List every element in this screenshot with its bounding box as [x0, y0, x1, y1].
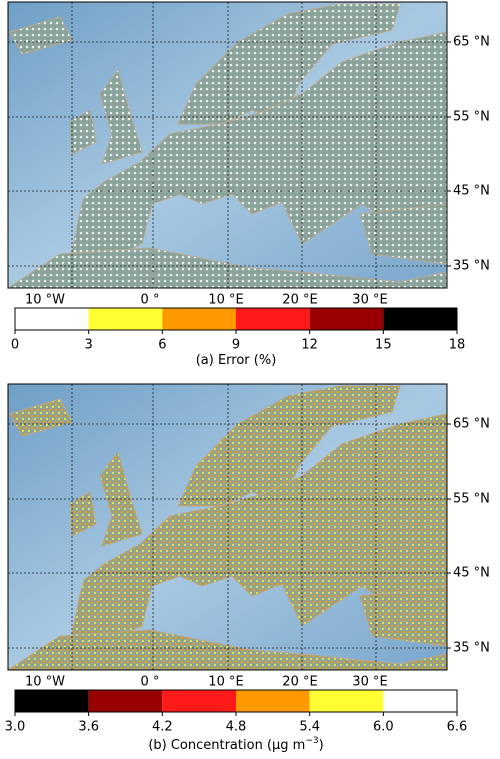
colorbar-segment: [236, 308, 310, 330]
station-dots: [178, 4, 400, 124]
lon-label: 20 °E: [282, 293, 317, 308]
lat-label: 45 °N: [453, 184, 490, 199]
station-dots: [72, 414, 447, 644]
station-dots: [10, 17, 72, 54]
lat-label: 55 °N: [453, 110, 490, 125]
colorbar-segment: [15, 690, 89, 712]
colorbar-tick-label: 3: [85, 338, 93, 353]
caption-part: (b) Concentration (µg m: [148, 738, 305, 753]
colorbar-tick-label: 6.0: [373, 720, 394, 735]
map-panel: 65 °N55 °N45 °N35 °N10 °W 0 ° 10 °E 20 °E 30…: [6, 1, 490, 368]
station-dots: [8, 630, 447, 670]
colorbar-tick-label: 18: [449, 338, 466, 353]
station-dots: [8, 248, 447, 288]
station-dots: [70, 110, 96, 154]
station-dots: [70, 492, 96, 536]
lon-label: 30 °E: [352, 293, 387, 308]
caption: (b) Concentration (µg m−3): [148, 736, 323, 753]
colorbar-segment: [236, 690, 310, 712]
lon-label: 0 °: [141, 675, 160, 690]
lat-label: 45 °N: [453, 566, 490, 581]
lat-label: 35 °N: [453, 641, 490, 656]
station-dots: [72, 32, 447, 262]
colorbar-segment: [162, 690, 236, 712]
caption-part: −3: [305, 736, 318, 746]
colorbar-tick-label: 4.2: [152, 720, 173, 735]
colorbar-segment: [309, 690, 384, 712]
lon-label: 10 °W: [25, 293, 65, 308]
colorbar-segment: [15, 308, 89, 330]
caption-part: (a) Error (%): [196, 353, 277, 368]
colorbar-tick-label: 6.6: [447, 720, 468, 735]
map-frame: [7, 383, 448, 671]
lon-label: 10 °W: [25, 675, 65, 690]
lat-label: 35 °N: [453, 259, 490, 274]
lon-label: 10 °E: [208, 675, 243, 690]
colorbar-tick-label: 5.4: [299, 720, 320, 735]
station-dots: [10, 399, 72, 436]
map-panel: 65 °N 55 °N 45 °N 35 °N 10 °W 0 ° 10 °E 20 °E 30…: [5, 383, 490, 753]
lat-label: 65 °N: [453, 35, 490, 50]
colorbar-tick-label: 0: [11, 338, 19, 353]
colorbar-tick-label: 4.8: [226, 720, 247, 735]
station-dots: [360, 204, 447, 264]
colorbar-tick-label: 6: [158, 338, 166, 353]
colorbar-tick-label: 15: [375, 338, 392, 353]
colorbar-segment: [88, 690, 163, 712]
station-dots: [360, 586, 447, 646]
lat-label: 65 °N: [453, 417, 490, 432]
caption-part: ): [319, 738, 324, 753]
colorbar-tick-label: 3.0: [5, 720, 26, 735]
colorbar-segment: [88, 308, 163, 330]
lon-label: 0 °: [141, 293, 160, 308]
lat-label: 55 °N: [453, 492, 490, 507]
colorbar-segment: [162, 308, 236, 330]
lon-label: 10 °E: [208, 293, 243, 308]
lon-label: 30 °E: [352, 675, 387, 690]
map-frame: [7, 1, 448, 289]
caption: (a) Error (%): [196, 353, 277, 368]
lon-label: 20 °E: [282, 675, 317, 690]
colorbar-tick-label: 3.6: [78, 720, 99, 735]
colorbar-tick-label: 9: [232, 338, 240, 353]
station-dots: [178, 386, 400, 506]
colorbar-segment: [383, 308, 457, 330]
colorbar-tick-label: 12: [301, 338, 318, 353]
colorbar-segment: [383, 690, 457, 712]
colorbar-segment: [309, 308, 384, 330]
